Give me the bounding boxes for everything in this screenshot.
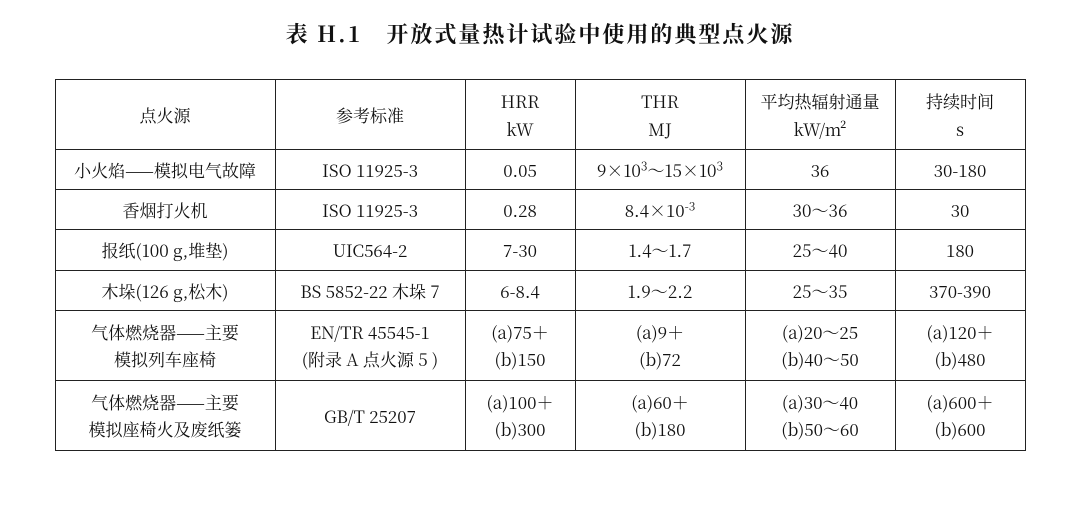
col-header-unit: kW — [470, 115, 571, 142]
table-cell: GB/T 25207 — [275, 380, 465, 450]
table-cell: (a)100＋(b)300 — [465, 380, 575, 450]
col-header-label: 持续时间 — [900, 87, 1021, 114]
cell-line: (a)600＋ — [900, 388, 1021, 415]
table-cell: 小火焰——模拟电气故障 — [55, 150, 275, 190]
col-header-label: 平均热辐射通量 — [750, 87, 891, 114]
cell-line: (b)40～50 — [750, 345, 891, 372]
cell-line: (b)150 — [470, 345, 571, 372]
table-cell: 30 — [895, 190, 1025, 230]
table-cell: (a)60＋(b)180 — [575, 380, 745, 450]
table-cell: 30-180 — [895, 150, 1025, 190]
table-cell: (a)20～25(b)40～50 — [745, 310, 895, 380]
cell-line: (b)300 — [470, 415, 571, 442]
col-header-label: 点火源 — [140, 102, 191, 127]
col-header-hrr: HRR kW — [465, 80, 575, 150]
table-cell: 1.4～1.7 — [575, 230, 745, 270]
main-table: 点火源 参考标准 HRR kW THR MJ 平均热辐射通量 kW/m² — [55, 79, 1026, 451]
table-cell: (a)75＋(b)150 — [465, 310, 575, 380]
table-row: 香烟打火机ISO 11925-30.288.4×10-330～3630 — [55, 190, 1025, 230]
table-cell: (a)120＋(b)480 — [895, 310, 1025, 380]
cell-line: (a)75＋ — [470, 318, 571, 345]
cell-line: (b)180 — [580, 415, 741, 442]
cell-line: (b)50～60 — [750, 415, 891, 442]
table-row: 木垛(126 g,松木)BS 5852-22 木垛 76-8.41.9～2.22… — [55, 270, 1025, 310]
col-header-label: THR — [580, 87, 741, 114]
col-header-source: 点火源 — [55, 80, 275, 150]
table-row: 气体燃烧器——主要模拟座椅火及废纸篓GB/T 25207(a)100＋(b)30… — [55, 380, 1025, 450]
cell-line: (a)60＋ — [580, 388, 741, 415]
table-cell: 370-390 — [895, 270, 1025, 310]
cell-line: (a)100＋ — [470, 388, 571, 415]
table-cell: 气体燃烧器——主要模拟列车座椅 — [55, 310, 275, 380]
table-cell: 1.9～2.2 — [575, 270, 745, 310]
table-cell: 0.28 — [465, 190, 575, 230]
table-cell: 25～35 — [745, 270, 895, 310]
table-cell: 25～40 — [745, 230, 895, 270]
col-header-standard: 参考标准 — [275, 80, 465, 150]
cell-line: (附录 A 点火源 5 ) — [280, 345, 461, 372]
table-cell: (a)600＋(b)600 — [895, 380, 1025, 450]
table-cell: 报纸(100 g,堆垫) — [55, 230, 275, 270]
cell-line: (a)9＋ — [580, 318, 741, 345]
cell-line: 气体燃烧器——主要 — [60, 318, 271, 345]
table-row: 小火焰——模拟电气故障ISO 11925-30.059×103～15×10336… — [55, 150, 1025, 190]
cell-line: 模拟列车座椅 — [60, 345, 271, 372]
col-header-flux: 平均热辐射通量 kW/m² — [745, 80, 895, 150]
cell-line: (b)600 — [900, 415, 1021, 442]
table-cell: UIC564-2 — [275, 230, 465, 270]
table-cell: 7-30 — [465, 230, 575, 270]
table-row: 报纸(100 g,堆垫)UIC564-27-301.4～1.725～40180 — [55, 230, 1025, 270]
table-body: 小火焰——模拟电气故障ISO 11925-30.059×103～15×10336… — [55, 150, 1025, 451]
table-cell: 6-8.4 — [465, 270, 575, 310]
table-cell: 8.4×10-3 — [575, 190, 745, 230]
table-cell: 30～36 — [745, 190, 895, 230]
col-header-label: HRR — [470, 87, 571, 114]
table-cell: BS 5852-22 木垛 7 — [275, 270, 465, 310]
table-cell: 36 — [745, 150, 895, 190]
table-cell: 木垛(126 g,松木) — [55, 270, 275, 310]
cell-line: (b)480 — [900, 345, 1021, 372]
col-header-duration: 持续时间 s — [895, 80, 1025, 150]
cell-line: EN/TR 45545-1 — [280, 318, 461, 345]
table-cell: (a)30～40(b)50～60 — [745, 380, 895, 450]
table-cell: 香烟打火机 — [55, 190, 275, 230]
col-header-thr: THR MJ — [575, 80, 745, 150]
table-cell: ISO 11925-3 — [275, 190, 465, 230]
table-cell: 9×103～15×103 — [575, 150, 745, 190]
col-header-unit: s — [900, 115, 1021, 142]
table-cell: EN/TR 45545-1(附录 A 点火源 5 ) — [275, 310, 465, 380]
col-header-unit: MJ — [580, 115, 741, 142]
table-cell: 0.05 — [465, 150, 575, 190]
cell-line: (a)20～25 — [750, 318, 891, 345]
cell-line: 模拟座椅火及废纸篓 — [60, 415, 271, 442]
col-header-label: 参考标准 — [336, 102, 404, 127]
table-header-row: 点火源 参考标准 HRR kW THR MJ 平均热辐射通量 kW/m² — [55, 80, 1025, 150]
cell-line: (b)72 — [580, 345, 741, 372]
cell-line: (a)30～40 — [750, 388, 891, 415]
col-header-unit: kW/m² — [750, 115, 891, 142]
cell-line: 气体燃烧器——主要 — [60, 388, 271, 415]
table-cell: 180 — [895, 230, 1025, 270]
table-cell: 气体燃烧器——主要模拟座椅火及废纸篓 — [55, 380, 275, 450]
cell-line: (a)120＋ — [900, 318, 1021, 345]
table-cell: ISO 11925-3 — [275, 150, 465, 190]
table-cell: (a)9＋(b)72 — [575, 310, 745, 380]
table-row: 气体燃烧器——主要模拟列车座椅EN/TR 45545-1(附录 A 点火源 5 … — [55, 310, 1025, 380]
table-title: 表 H.1 开放式量热计试验中使用的典型点火源 — [0, 18, 1080, 49]
